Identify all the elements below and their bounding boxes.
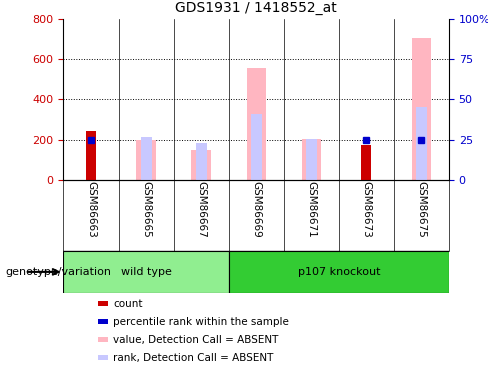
Bar [86,130,96,180]
Bar [412,38,431,180]
Text: value, Detection Call = ABSENT: value, Detection Call = ABSENT [113,335,279,345]
Bar [229,251,449,292]
Bar [191,150,211,180]
Bar [246,68,266,180]
Bar [137,140,156,180]
Bar [306,139,317,180]
Title: GDS1931 / 1418552_at: GDS1931 / 1418552_at [175,1,337,15]
Text: rank, Detection Call = ABSENT: rank, Detection Call = ABSENT [113,353,274,363]
Text: genotype/variation: genotype/variation [5,267,111,277]
Bar [63,251,229,292]
Bar [141,136,152,180]
Bar [362,145,371,180]
Bar [302,139,321,180]
Bar [416,107,427,180]
Text: GSM86665: GSM86665 [141,182,151,238]
Text: percentile rank within the sample: percentile rank within the sample [113,317,289,327]
Bar [196,143,206,180]
Bar [251,114,262,180]
Text: GSM86667: GSM86667 [196,182,206,238]
Text: GSM86663: GSM86663 [86,182,96,238]
Text: GSM86671: GSM86671 [306,182,316,238]
Text: p107 knockout: p107 knockout [298,267,380,277]
Text: GSM86669: GSM86669 [251,182,261,238]
Text: count: count [113,299,142,309]
Text: wild type: wild type [121,267,171,277]
Text: GSM86675: GSM86675 [416,182,427,238]
Text: GSM86673: GSM86673 [361,182,371,238]
